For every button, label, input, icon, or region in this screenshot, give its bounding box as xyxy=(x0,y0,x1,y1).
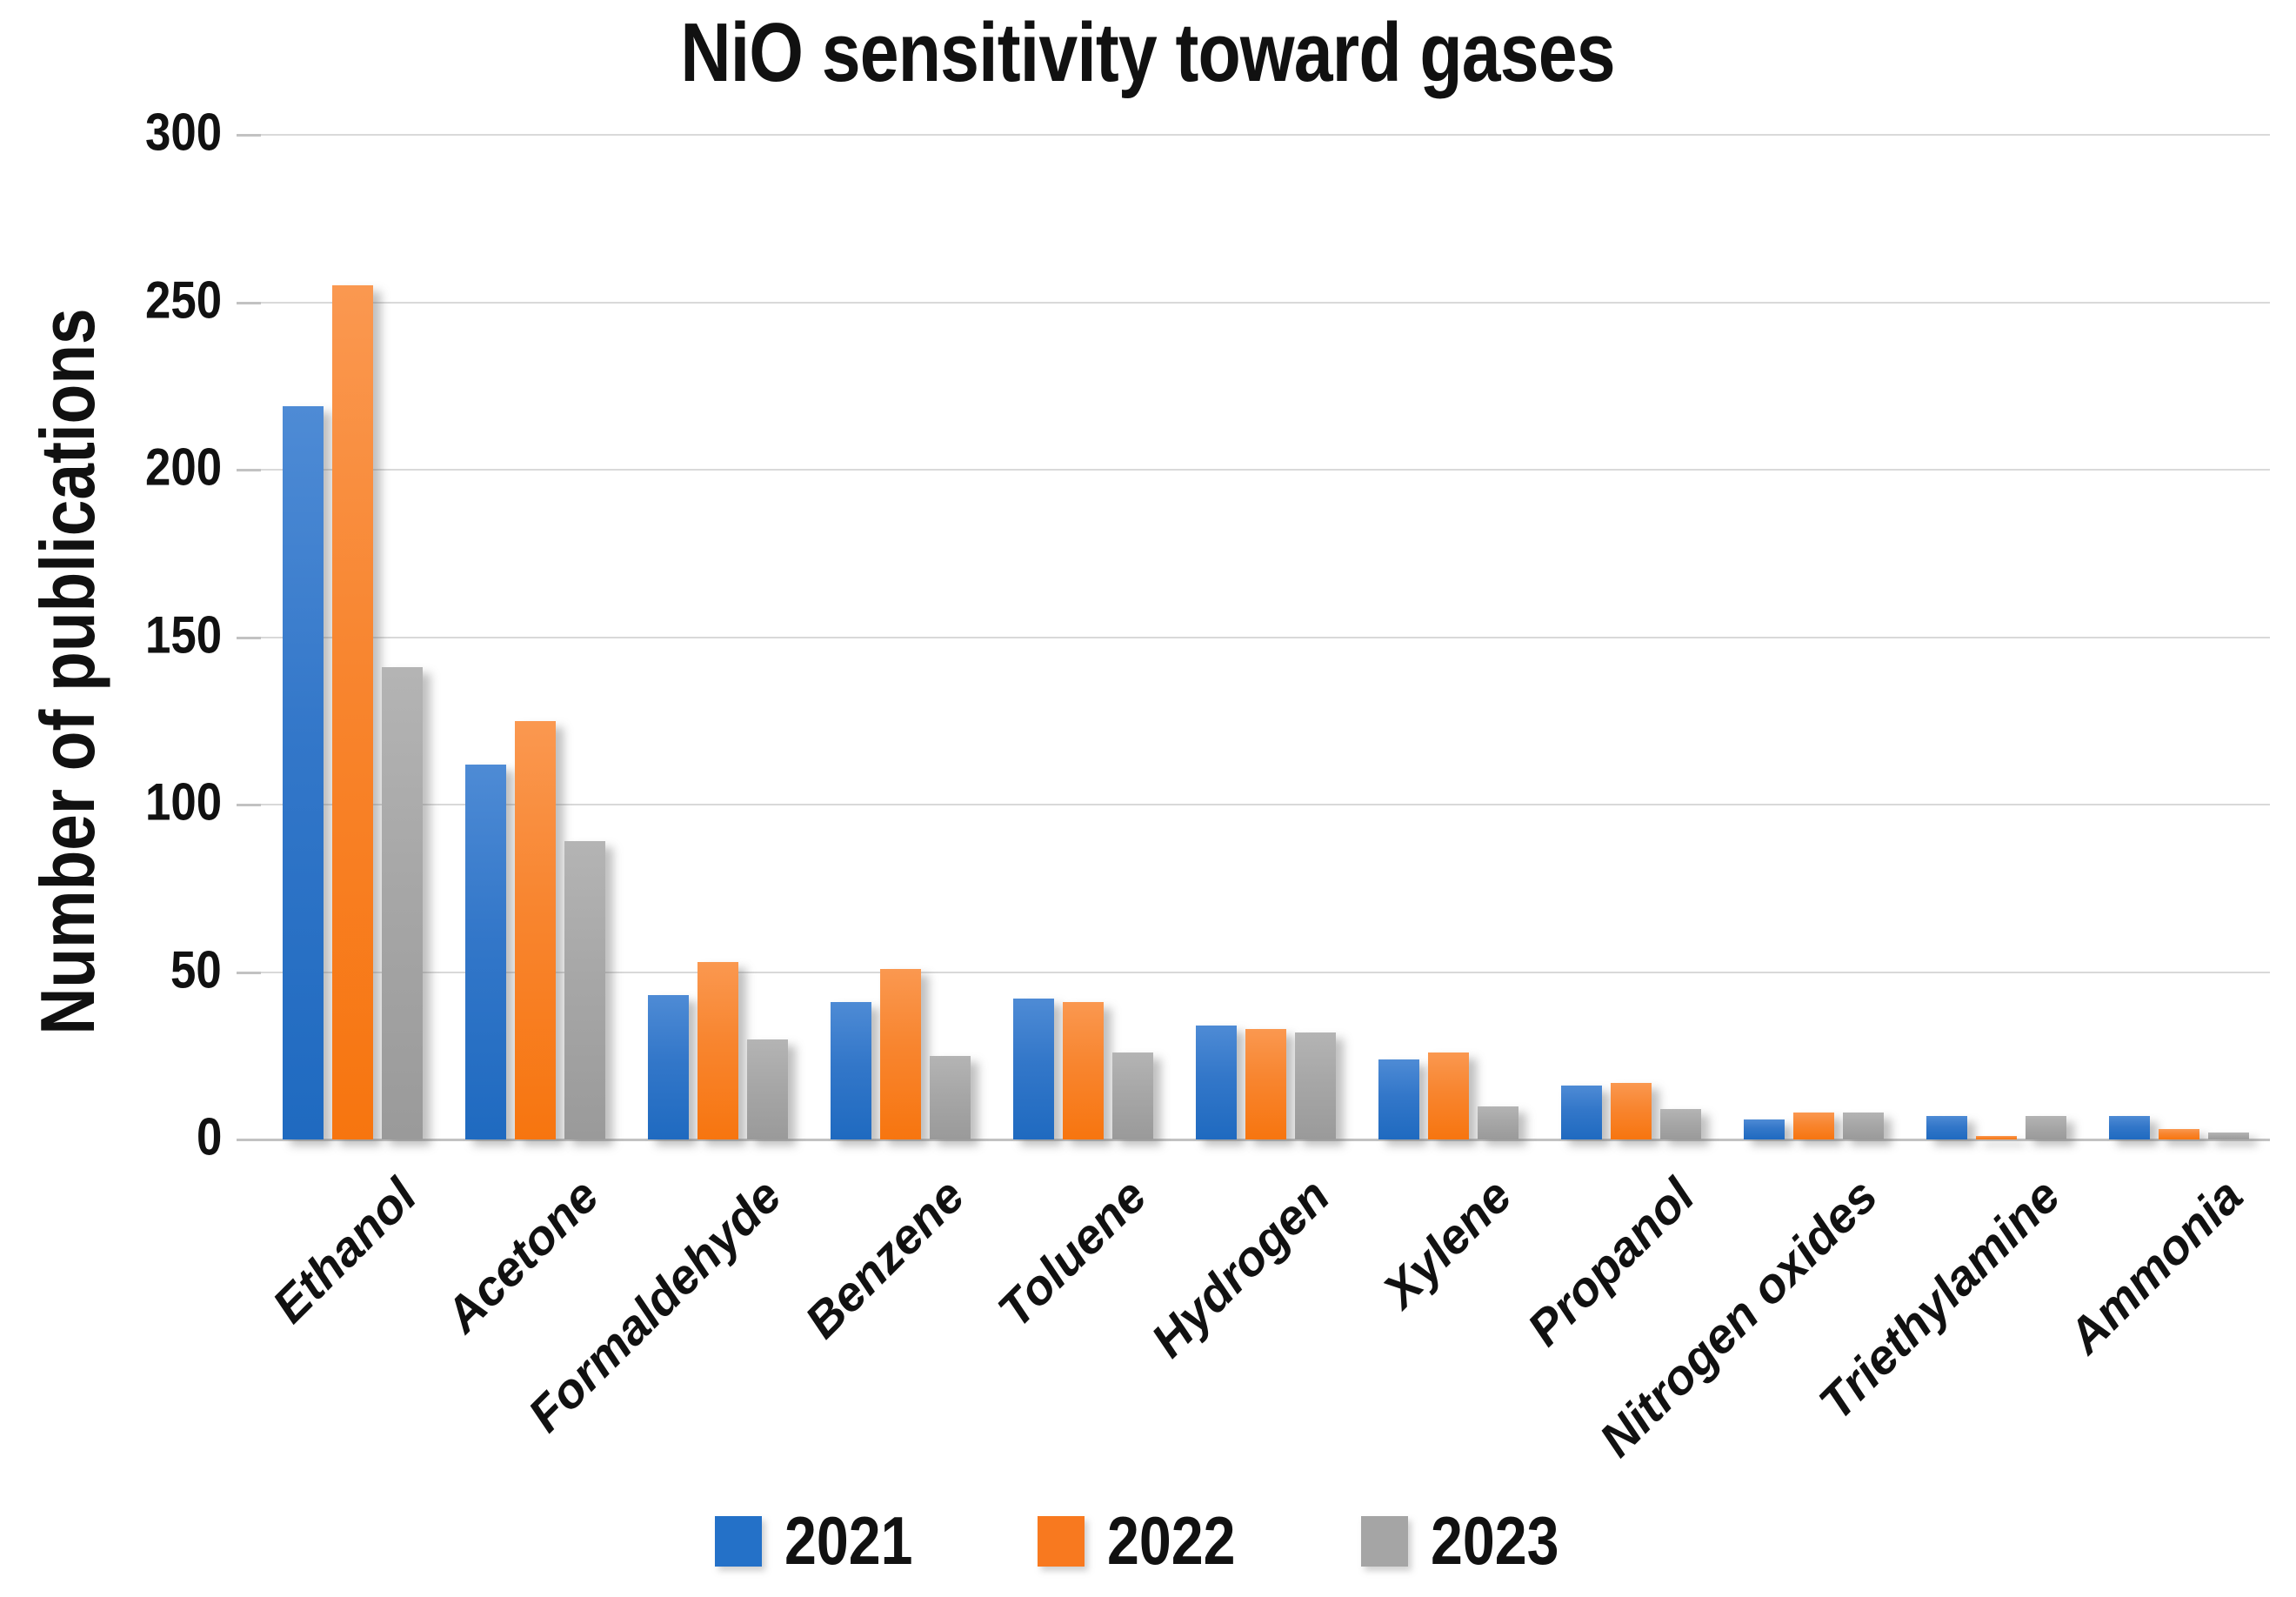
gridline-100 xyxy=(261,804,2270,805)
legend-marker-2022 xyxy=(1038,1515,1085,1567)
bar-triethylamine-2022 xyxy=(1975,1136,2017,1139)
bar-acetone-2023 xyxy=(564,841,605,1139)
y-tick-label-100: 100 xyxy=(135,772,222,832)
y-tick-mark-150 xyxy=(237,636,261,639)
bar-formaldehyde-2023 xyxy=(746,1039,788,1139)
bar-ethanol-2023 xyxy=(381,667,423,1139)
bar-acetone-2022 xyxy=(514,720,556,1139)
gridline-200 xyxy=(261,469,2270,471)
bar-toluene-2021 xyxy=(1012,999,1054,1139)
legend: 2021 2022 2023 xyxy=(0,1501,2296,1580)
y-tick-mark-0 xyxy=(237,1139,261,1141)
x-category-label-toluene: Toluene xyxy=(987,1167,1158,1338)
bar-hydrogen-2022 xyxy=(1245,1028,1286,1139)
bar-formaldehyde-2021 xyxy=(647,995,689,1139)
bar-xylene-2022 xyxy=(1427,1052,1469,1139)
x-category-label-ammonia: Ammonia xyxy=(2057,1167,2253,1364)
y-tick-mark-50 xyxy=(237,971,261,974)
legend-marker-2023 xyxy=(1360,1515,1408,1567)
legend-item-2021: 2021 xyxy=(714,1501,936,1580)
bar-nitrogen-oxides-2021 xyxy=(1743,1119,1785,1139)
y-axis-title: Number of publications xyxy=(24,308,110,1035)
y-tick-label-150: 150 xyxy=(135,605,222,665)
legend-marker-2021 xyxy=(714,1515,762,1567)
y-tick-mark-300 xyxy=(237,134,261,137)
gridline-50 xyxy=(261,971,2270,973)
chart-title-text: NiO sensitivity toward gases xyxy=(680,6,1616,99)
bar-propanol-2021 xyxy=(1560,1086,1602,1139)
y-tick-mark-200 xyxy=(237,469,261,471)
bar-toluene-2022 xyxy=(1062,1002,1104,1139)
bar-formaldehyde-2022 xyxy=(697,961,738,1139)
y-tick-label-text: 200 xyxy=(144,438,222,497)
bar-propanol-2022 xyxy=(1610,1082,1652,1139)
x-category-label-ethanol: Ethanol xyxy=(261,1167,427,1333)
bar-ammonia-2021 xyxy=(2108,1116,2150,1139)
y-tick-mark-250 xyxy=(237,301,261,304)
gridline-300 xyxy=(261,134,2270,136)
y-tick-label-0: 0 xyxy=(193,1107,222,1167)
y-tick-label-250: 250 xyxy=(135,270,222,330)
x-category-label-hydrogen: Hydrogen xyxy=(1139,1167,1340,1368)
bar-xylene-2021 xyxy=(1378,1059,1419,1139)
bar-benzene-2022 xyxy=(879,968,921,1139)
bar-benzene-2023 xyxy=(929,1055,971,1139)
legend-label-2023: 2023 xyxy=(1430,1502,1559,1579)
y-tick-label-text: 100 xyxy=(144,772,222,832)
y-tick-label-text: 150 xyxy=(144,605,222,665)
y-tick-label-text: 0 xyxy=(196,1107,222,1166)
y-tick-label-200: 200 xyxy=(135,438,222,498)
bar-triethylamine-2023 xyxy=(2025,1116,2066,1139)
bar-hydrogen-2023 xyxy=(1294,1032,1336,1139)
bar-ammonia-2022 xyxy=(2158,1129,2199,1139)
legend-label-2022: 2022 xyxy=(1107,1502,1236,1579)
bar-triethylamine-2021 xyxy=(1926,1116,1967,1139)
x-axis-category-labels: Ethanol Acetone Formaldehyde Benzene Toluene… xyxy=(261,1167,2270,1533)
bar-hydrogen-2021 xyxy=(1195,1026,1237,1139)
legend-item-2022: 2022 xyxy=(1038,1501,1258,1580)
x-category-label-propanol: Propanol xyxy=(1517,1167,1705,1356)
bar-xylene-2023 xyxy=(1477,1106,1518,1139)
chart-title: NiO sensitivity toward gases xyxy=(0,5,2296,101)
y-tick-mark-100 xyxy=(237,804,261,806)
bar-toluene-2023 xyxy=(1111,1052,1153,1139)
y-tick-label-50: 50 xyxy=(164,939,222,999)
bar-nitrogen-oxides-2023 xyxy=(1842,1113,1884,1139)
y-tick-label-300: 300 xyxy=(135,103,222,163)
y-tick-label-text: 250 xyxy=(144,271,222,330)
legend-label-2021: 2021 xyxy=(784,1502,913,1579)
y-tick-label-text: 50 xyxy=(170,940,222,999)
bar-benzene-2021 xyxy=(830,1002,871,1139)
legend-item-2023: 2023 xyxy=(1360,1501,1582,1580)
bar-propanol-2023 xyxy=(1659,1109,1701,1139)
bar-nitrogen-oxides-2022 xyxy=(1792,1113,1834,1139)
gridline-250 xyxy=(261,301,2270,304)
x-category-label-benzene: Benzene xyxy=(793,1167,975,1349)
bar-ammonia-2023 xyxy=(2207,1133,2249,1139)
y-tick-label-text: 300 xyxy=(144,103,222,162)
x-category-label-xylene: Xylene xyxy=(1372,1167,1523,1318)
x-axis-line xyxy=(261,1139,2270,1141)
bar-ethanol-2021 xyxy=(282,405,324,1139)
x-category-label-acetone: Acetone xyxy=(434,1167,610,1343)
gridline-150 xyxy=(261,636,2270,638)
bar-acetone-2021 xyxy=(464,764,506,1139)
plot-area: 0 50 100 150 200 250 300 xyxy=(145,104,2270,1166)
bar-ethanol-2022 xyxy=(331,285,373,1139)
